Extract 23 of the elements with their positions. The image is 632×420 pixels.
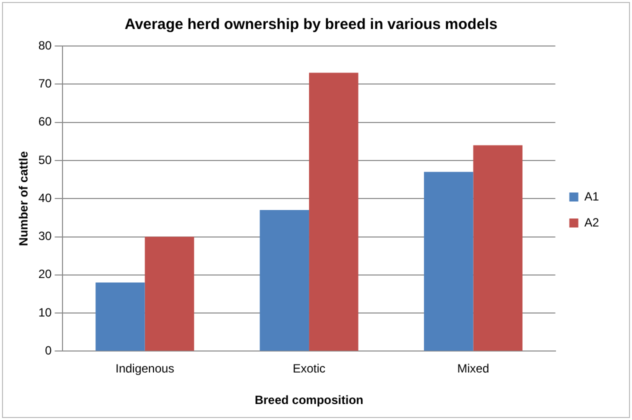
- legend-label: A2: [584, 215, 600, 230]
- bar: [473, 145, 522, 351]
- legend-label: A1: [584, 189, 600, 204]
- bar: [144, 236, 194, 351]
- y-tick-label: 40: [38, 190, 52, 205]
- y-tick-label: 30: [38, 229, 52, 244]
- x-tick-label: Exotic: [292, 362, 326, 376]
- bar: [424, 172, 474, 351]
- chart-title: Average herd ownership by breed in various models: [124, 16, 498, 34]
- y-tick-label: 80: [38, 38, 52, 52]
- x-tick-label: Indigenous: [115, 362, 174, 376]
- x-axis-title: Breed composition: [254, 393, 364, 408]
- bar: [309, 72, 358, 351]
- y-axis-title: Number of cattle: [16, 150, 31, 246]
- y-tick-label: 50: [38, 152, 52, 167]
- y-tick-label: 20: [38, 267, 52, 282]
- y-tick-label: 60: [38, 114, 52, 129]
- y-tick-label: 70: [38, 76, 52, 90]
- y-tick-label: 10: [38, 305, 52, 320]
- bar: [260, 210, 310, 351]
- x-tick-label: Mixed: [457, 362, 490, 376]
- y-tick-label: 0: [45, 344, 52, 358]
- bar: [96, 282, 145, 351]
